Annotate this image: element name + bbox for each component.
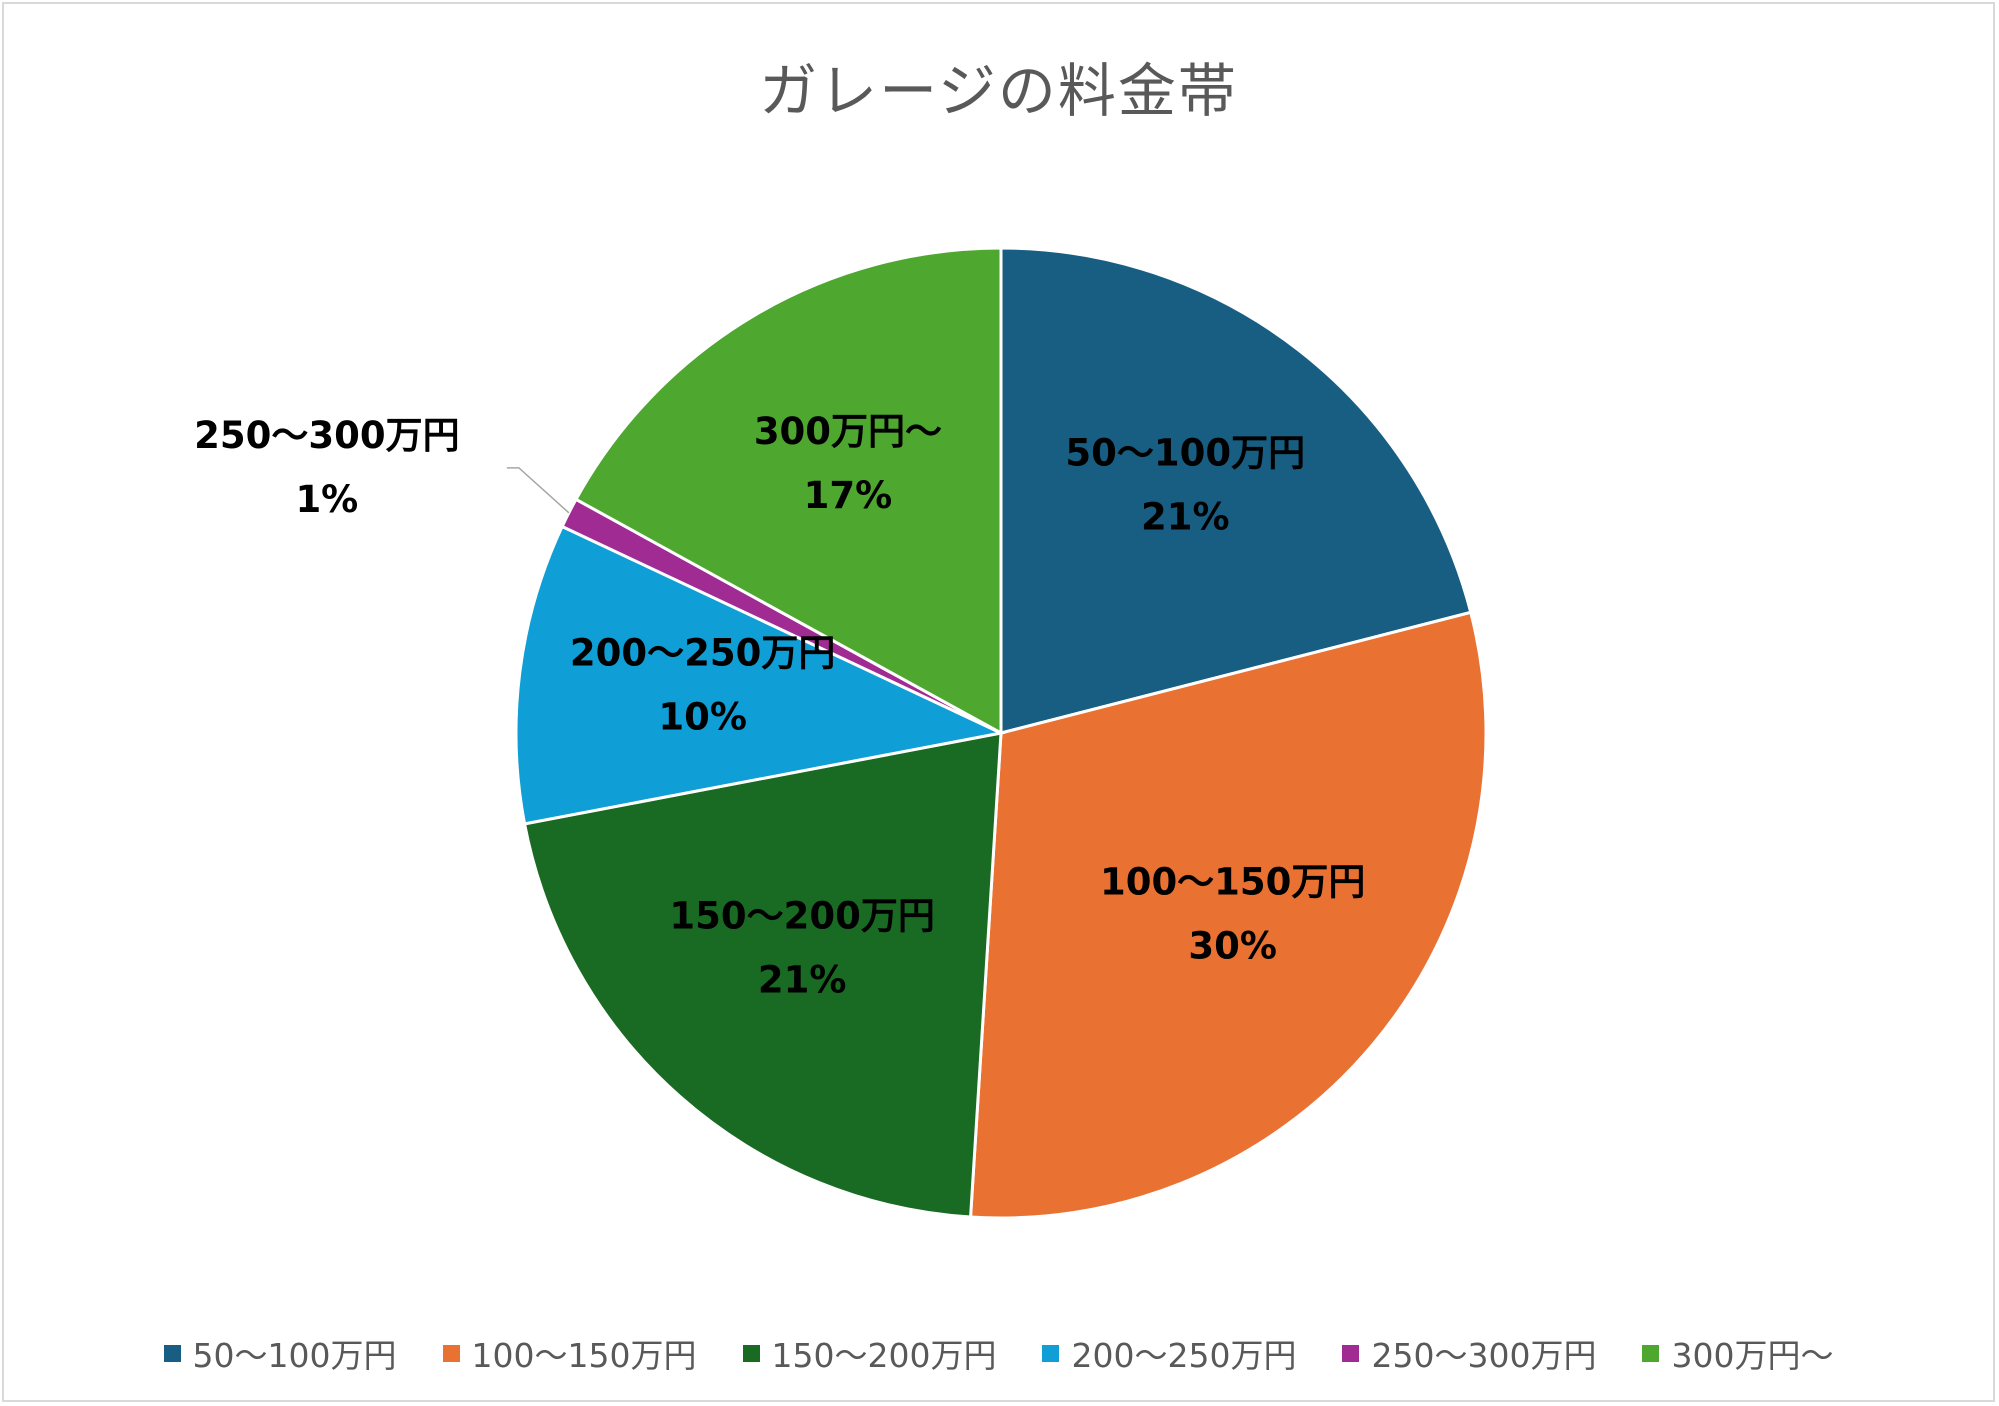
slice-category-label: 50〜100万円 — [1065, 431, 1305, 474]
chart-title: ガレージの料金帯 — [759, 57, 1238, 125]
slice-percent-label: 10% — [658, 695, 747, 738]
legend-item: 300万円〜 — [1642, 1329, 1833, 1377]
legend-item: 50〜100万円 — [163, 1329, 397, 1377]
pie-slice — [522, 731, 1003, 1219]
legend-label: 250〜300万円 — [1371, 1336, 1597, 1375]
leader-line — [506, 467, 570, 514]
pie-slice — [968, 610, 1488, 1220]
legend-swatch — [442, 1344, 460, 1362]
slice-category-label: 300万円〜 — [754, 410, 942, 453]
legend-swatch — [163, 1344, 181, 1362]
slice-labels: 50〜100万円 21% 100〜150万円 30% 150〜200万円 21% 200〜2… — [194, 410, 1365, 1001]
legend-item: 150〜200万円 — [742, 1329, 997, 1377]
pie-slice — [514, 524, 1006, 826]
legend-item: 100〜150万円 — [442, 1329, 697, 1377]
leader-lines — [506, 467, 570, 514]
slice-percent-label: 1% — [295, 478, 358, 521]
legend: 50〜100万円 100〜150万円 150〜200万円 200〜250万円 250〜3… — [4, 1329, 1993, 1377]
pie-chart: 50〜100万円 21% 100〜150万円 30% 150〜200万円 21% 200〜2… — [194, 246, 1488, 1220]
legend-swatch — [1042, 1344, 1060, 1362]
slice-percent-label: 17% — [804, 474, 893, 517]
legend-item: 250〜300万円 — [1342, 1329, 1596, 1377]
legend-label: 300万円〜 — [1671, 1336, 1834, 1375]
legend-item: 200〜250万円 — [1042, 1329, 1296, 1377]
legend-swatch — [1342, 1344, 1360, 1362]
slice-percent-label: 30% — [1188, 925, 1277, 968]
slice-category-label: 150〜200万円 — [669, 895, 934, 938]
slice-percent-label: 21% — [758, 959, 847, 1002]
legend-swatch — [1642, 1344, 1660, 1362]
slice-category-label: 100〜150万円 — [1100, 861, 1365, 904]
legend-label: 100〜150万円 — [471, 1336, 697, 1375]
slice-category-label: 200〜250万円 — [570, 631, 835, 674]
slice-category-label: 250〜300万円 — [194, 414, 459, 457]
legend-swatch — [742, 1344, 760, 1362]
slice-percent-label: 21% — [1141, 495, 1230, 538]
legend-label: 200〜250万円 — [1071, 1336, 1297, 1375]
pie-slices — [514, 246, 1488, 1220]
pie-slice — [999, 246, 1473, 735]
legend-label: 150〜200万円 — [771, 1336, 997, 1375]
legend-label: 50〜100万円 — [192, 1336, 397, 1375]
pie-slice — [573, 246, 1003, 736]
